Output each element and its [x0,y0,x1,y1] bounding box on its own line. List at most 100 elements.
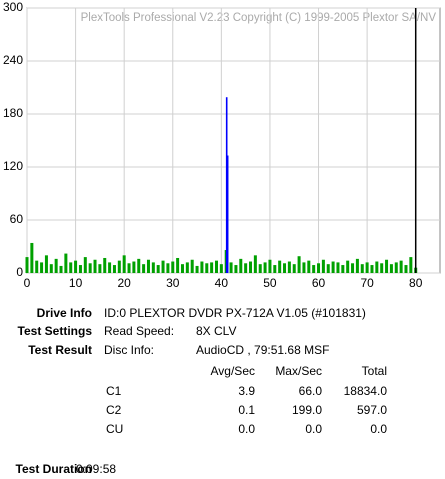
column-header: Max/Sec [275,364,322,378]
bar [117,260,121,273]
cell: 597.0 [357,403,387,417]
bar [321,259,325,273]
bar [185,262,189,273]
bar [380,263,384,273]
bar [253,255,257,273]
bar [226,155,229,273]
bar [69,262,73,273]
row-label: C2 [106,403,122,417]
bar [161,260,165,273]
label: Drive Info [37,306,92,320]
x-tick-label: 80 [409,276,423,290]
cell: 3.9 [238,384,255,398]
bar [30,242,34,273]
bar [326,264,330,273]
value: 0:09:58 [76,462,116,476]
cell: 0.0 [238,422,255,436]
key: Disc Info: [104,343,154,357]
cell: 199.0 [292,403,322,417]
cell: 0.1 [238,403,255,417]
bar [360,264,364,273]
bar [249,261,253,273]
bar [287,261,291,273]
x-tick-label: 50 [263,276,277,290]
bar [25,257,29,273]
bar [83,257,87,273]
bar [93,259,97,273]
x-tick-label: 30 [166,276,180,290]
bar [302,262,306,273]
bar [64,253,68,273]
y-tick-label: 60 [10,212,24,226]
column-header: Total [362,364,387,378]
x-tick-label: 60 [312,276,326,290]
bar [200,261,204,273]
bar [244,263,248,273]
bar [35,260,39,273]
bar [312,265,316,273]
bar [176,257,180,273]
cell: 0.0 [370,422,387,436]
bar [103,257,107,273]
bar [409,257,413,273]
bar [278,260,282,273]
cell: 66.0 [299,384,323,398]
label: Test Duration [16,462,92,476]
bar [98,264,102,273]
x-tick-label: 10 [69,276,83,290]
y-tick-label: 300 [3,0,23,14]
label: Test Result [28,343,92,357]
bar [234,265,238,273]
bar [351,263,355,273]
bar [74,260,78,273]
cell: 18834.0 [344,384,388,398]
x-tick-label: 40 [215,276,229,290]
bar [122,255,126,273]
x-tick-label: 0 [24,276,31,290]
x-tick-label: 70 [360,276,374,290]
bar [142,264,146,273]
bar [40,262,44,273]
bar [375,261,379,273]
bar [336,262,340,273]
bar [146,259,150,273]
bar [365,262,369,273]
key: Read Speed: [104,324,174,338]
bar [171,261,175,273]
bar [137,258,141,273]
bar [44,255,48,273]
bar [180,264,184,273]
bar [263,262,267,273]
value: 8X CLV [196,324,236,338]
value: ID:0 PLEXTOR DVDR PX-712A V1.05 (#101831… [104,306,366,320]
y-tick-label: 180 [3,106,23,120]
bar [88,263,92,273]
bar [54,258,58,273]
bar [127,263,131,273]
y-tick-label: 120 [3,159,23,173]
bar [292,264,296,273]
bar [166,263,170,273]
bar [346,260,350,273]
x-tick-label: 20 [117,276,131,290]
bar [389,264,393,273]
bar [317,263,321,273]
bar [273,265,277,273]
bar [399,260,403,273]
cell: 0.0 [305,422,322,436]
bar [258,264,262,273]
bar [297,256,301,273]
bar [156,265,160,273]
bar [307,260,311,273]
bar [229,262,233,273]
bar [225,97,228,273]
bar [59,265,63,273]
y-tick-label: 240 [3,53,23,67]
bar [195,265,199,273]
bar [214,260,218,273]
watermark: PlexTools Professional V2.23 Copyright (… [81,12,437,24]
bar [112,265,116,273]
bar [355,258,359,273]
